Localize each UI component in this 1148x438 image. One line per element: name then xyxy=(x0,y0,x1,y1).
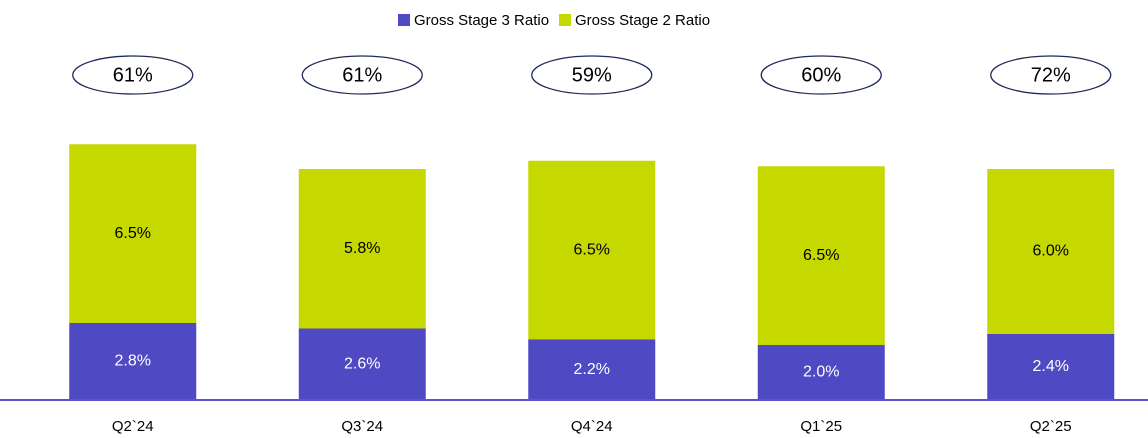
legend-label: Gross Stage 3 Ratio xyxy=(414,12,549,29)
data-label: 2.8% xyxy=(115,353,151,370)
x-tick-label: Q4`24 xyxy=(571,418,613,435)
annotation: 60% xyxy=(801,64,841,86)
data-label: 2.0% xyxy=(803,364,839,381)
bar-segment xyxy=(987,334,1115,400)
bar-segment xyxy=(757,166,885,345)
annotation: 72% xyxy=(1031,64,1071,86)
annotation: 59% xyxy=(572,64,612,86)
annotation: 61% xyxy=(342,64,382,86)
data-label: 6.0% xyxy=(1033,243,1069,260)
bar-segment xyxy=(69,144,197,323)
legend-label: Gross Stage 2 Ratio xyxy=(575,12,710,29)
x-tick-label: Q1`25 xyxy=(800,418,842,435)
data-label: 6.5% xyxy=(574,241,610,258)
bar-segment xyxy=(298,169,426,329)
bar-segment xyxy=(298,328,426,400)
data-label: 6.5% xyxy=(115,225,151,242)
annotation-bubble xyxy=(72,55,194,95)
data-label: 2.4% xyxy=(1033,358,1069,375)
data-label: 2.6% xyxy=(344,355,380,372)
data-label: 2.2% xyxy=(574,361,610,378)
data-label: 6.5% xyxy=(803,247,839,264)
annotation-bubble xyxy=(531,55,653,95)
annotation-bubble xyxy=(301,55,423,95)
annotation: 61% xyxy=(113,64,153,86)
legend-swatch xyxy=(398,14,410,26)
x-tick-label: Q3`24 xyxy=(341,418,383,435)
x-tick-label: Q2`25 xyxy=(1030,418,1072,435)
bar-segment xyxy=(528,339,656,400)
bar-segment xyxy=(528,160,656,340)
data-label: 5.8% xyxy=(344,240,380,257)
annotation-bubble xyxy=(760,55,882,95)
x-tick-label: Q2`24 xyxy=(112,418,154,435)
bar-segment xyxy=(757,345,885,400)
bar-segment xyxy=(987,169,1115,334)
annotation-bubble xyxy=(990,55,1112,95)
bar-segment xyxy=(69,323,197,400)
legend-swatch xyxy=(559,14,571,26)
